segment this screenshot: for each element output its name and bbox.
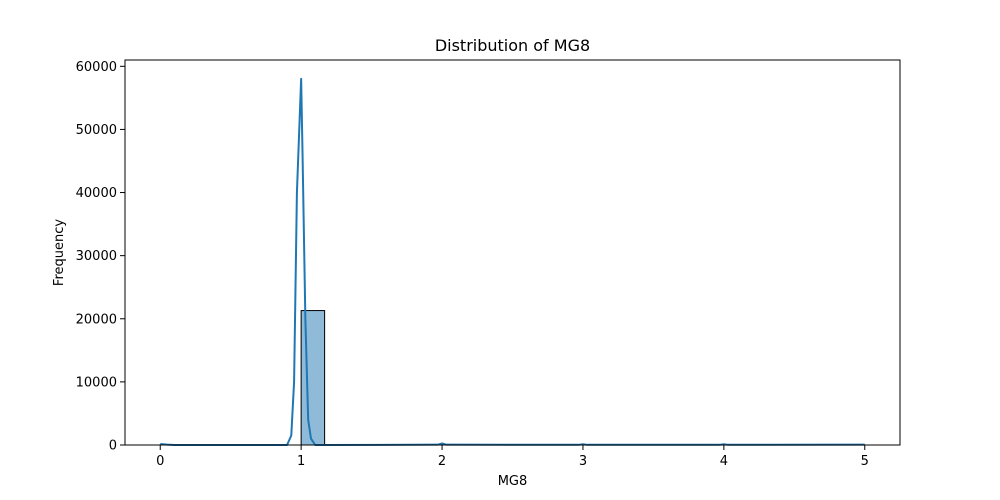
x-ticks: 0 1 2 3 4 5 xyxy=(156,445,869,469)
y-tick-label: 20000 xyxy=(76,312,117,327)
x-tick-label: 3 xyxy=(579,454,587,469)
chart-title: Distribution of MG8 xyxy=(435,36,590,55)
y-tick-label: 30000 xyxy=(76,249,117,264)
bars-layer xyxy=(159,310,866,446)
y-axis-label: Frequency xyxy=(52,219,67,286)
x-tick-label: 5 xyxy=(861,454,869,469)
x-tick-label: 4 xyxy=(720,454,728,469)
x-tick-label: 1 xyxy=(297,454,305,469)
y-tick-label: 40000 xyxy=(76,186,117,201)
y-ticks: 0 10000 20000 30000 40000 50000 60000 xyxy=(76,60,125,454)
x-tick-label: 2 xyxy=(438,454,446,469)
x-tick-label: 0 xyxy=(156,454,164,469)
y-tick-label: 50000 xyxy=(76,123,117,138)
y-tick-label: 60000 xyxy=(76,60,117,75)
histogram-bar xyxy=(300,310,326,446)
kde-line xyxy=(160,77,865,446)
plot-frame xyxy=(124,59,901,446)
kde-layer xyxy=(160,77,865,446)
y-tick-label: 0 xyxy=(109,439,117,454)
x-axis-label: MG8 xyxy=(498,474,528,489)
y-tick-label: 10000 xyxy=(76,375,117,390)
